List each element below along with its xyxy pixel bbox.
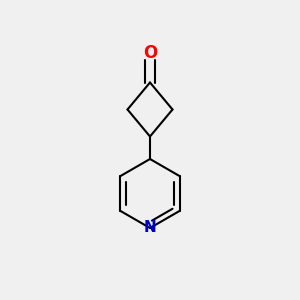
Text: N: N xyxy=(144,220,156,236)
Text: O: O xyxy=(143,44,157,62)
